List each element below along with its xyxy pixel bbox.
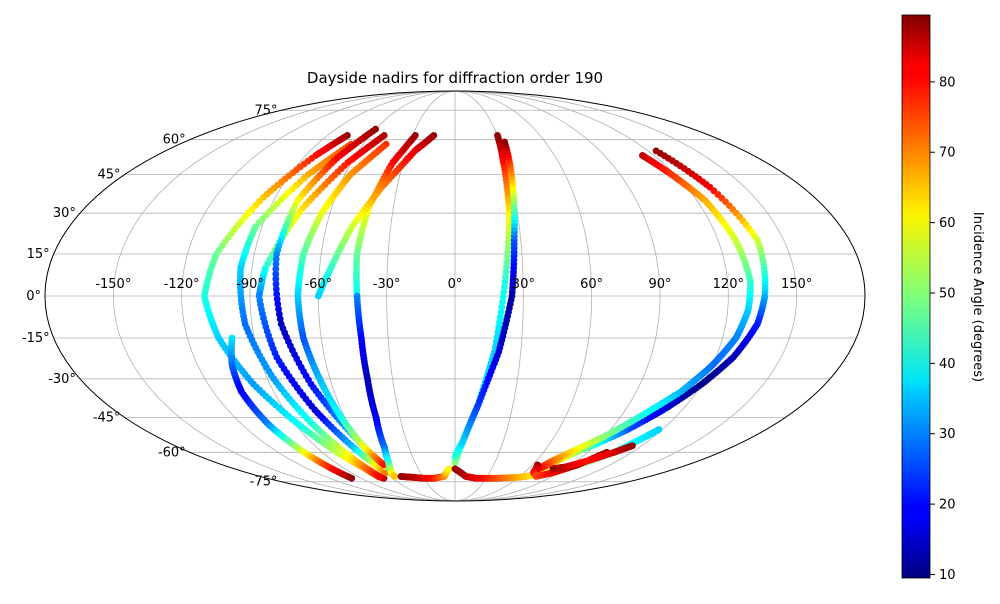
lat-tick-label: 30° [53, 206, 76, 221]
data-point [498, 303, 506, 311]
data-point [273, 250, 281, 258]
data-point [504, 238, 512, 246]
lon-grid-line [454, 91, 593, 501]
colorbar-gradient [901, 14, 931, 579]
data-point [629, 442, 636, 450]
data-point [501, 278, 509, 286]
data-point [655, 426, 663, 433]
lon-grid-line [454, 91, 729, 501]
data-point [275, 305, 282, 313]
data-point [272, 260, 280, 268]
lat-tick-label: -75° [250, 475, 278, 490]
data-point [348, 474, 356, 482]
data-point [272, 280, 280, 288]
lon-tick-label: -60° [304, 277, 332, 292]
data-point [314, 292, 322, 300]
lat-tick-label: 60° [163, 133, 186, 148]
lat-tick-label: -45° [93, 410, 121, 425]
map-boundary [44, 90, 866, 502]
data-point [391, 473, 398, 480]
data-point [501, 283, 508, 291]
colorbar-ticks: 10 20 30 40 50 60 70 80 [930, 75, 956, 583]
data-point [445, 465, 453, 473]
lon-tick-label: -30° [373, 277, 401, 292]
data-point [503, 263, 510, 271]
data-point [503, 253, 511, 261]
data-point [272, 265, 280, 273]
lon-tick-label: -150° [95, 277, 131, 292]
lat-tick-label: -15° [22, 331, 50, 346]
data-point [272, 270, 280, 278]
data-point [502, 273, 509, 281]
data-point [505, 219, 513, 227]
data-point [272, 275, 280, 283]
lon-grid-line [454, 91, 661, 501]
data-point [273, 290, 281, 298]
colorbar-tick-label: 70 [939, 146, 956, 161]
data-point [501, 138, 508, 146]
longitude-tick-labels: -150° -120° -90° -60° -30° 0° 30° 60° 90° 120° 150… [95, 277, 812, 292]
data-point [504, 243, 512, 251]
lat-tick-label: 0° [26, 289, 41, 304]
data-point [499, 293, 507, 301]
colorbar-tick-label: 20 [939, 498, 956, 513]
data-point [503, 258, 511, 266]
data-point [497, 308, 505, 316]
lat-tick-label: -60° [158, 445, 186, 460]
colorbar: 10 20 30 40 50 60 70 80 Incidence Angle (degree… [901, 14, 985, 583]
data-point [494, 132, 501, 139]
lon-tick-label: 30° [512, 277, 535, 292]
colorbar-tick-label: 40 [939, 357, 956, 372]
colorbar-tick-label: 80 [939, 75, 956, 90]
lat-tick-label: 45° [98, 168, 121, 183]
data-point [495, 323, 503, 331]
graticule [45, 91, 865, 501]
data-point [502, 268, 510, 276]
data-point [505, 229, 513, 236]
lon-tick-label: -90° [236, 277, 264, 292]
latitude-tick-labels: 75° 60° 45° 30° 15° 0° -15° -30° -45° -60° -75° [22, 103, 278, 489]
lat-tick-label: -30° [48, 372, 76, 387]
data-point [505, 214, 513, 222]
colorbar-tick-label: 10 [939, 568, 956, 583]
colorbar-label: Incidence Angle (degrees) [970, 212, 985, 382]
data-points [201, 125, 769, 482]
lon-grid-line [112, 91, 456, 501]
data-point [272, 255, 280, 263]
data-point [499, 298, 506, 306]
lon-tick-label: 90° [648, 277, 671, 292]
data-point [505, 233, 513, 241]
lon-tick-label: 120° [713, 277, 744, 292]
data-point [500, 288, 508, 296]
lat-tick-label: 75° [254, 103, 277, 118]
chart-title: Dayside nadirs for diffraction order 190 [307, 69, 603, 87]
data-point [504, 248, 512, 256]
data-point [496, 318, 503, 326]
data-point [273, 295, 281, 303]
data-point [375, 473, 383, 480]
data-point [274, 300, 282, 308]
lon-tick-label: -120° [164, 277, 200, 292]
lon-grid-line [454, 91, 798, 501]
lon-grid-line [249, 91, 456, 501]
colorbar-tick-label: 60 [939, 216, 956, 231]
data-point [496, 313, 504, 321]
lon-tick-label: 60° [580, 277, 603, 292]
colorbar-tick-label: 30 [939, 427, 956, 442]
lon-tick-label: 0° [448, 277, 463, 292]
colorbar-tick-label: 50 [939, 286, 956, 301]
data-point [505, 224, 513, 231]
lon-grid-line [181, 91, 456, 501]
data-point [272, 285, 280, 293]
lat-tick-label: 15° [27, 247, 50, 262]
lon-tick-label: 150° [781, 277, 812, 292]
